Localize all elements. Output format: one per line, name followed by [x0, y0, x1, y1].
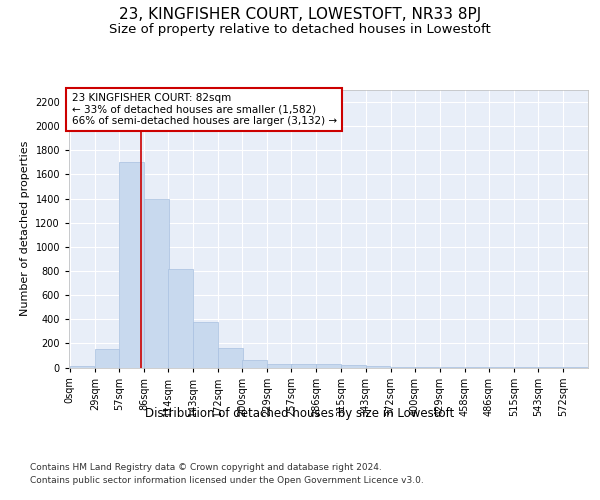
Bar	[144, 198, 169, 368]
Bar	[316, 364, 341, 368]
Bar	[415, 367, 439, 368]
Bar	[341, 365, 366, 368]
Text: Contains public sector information licensed under the Open Government Licence v3: Contains public sector information licen…	[30, 476, 424, 485]
Bar	[70, 366, 94, 368]
Bar	[218, 348, 243, 368]
Bar	[95, 350, 119, 368]
Bar	[391, 366, 415, 368]
Bar	[193, 322, 218, 368]
Text: 23, KINGFISHER COURT, LOWESTOFT, NR33 8PJ: 23, KINGFISHER COURT, LOWESTOFT, NR33 8P…	[119, 8, 481, 22]
Bar	[242, 360, 267, 368]
Bar	[365, 366, 390, 368]
Text: 23 KINGFISHER COURT: 82sqm
← 33% of detached houses are smaller (1,582)
66% of s: 23 KINGFISHER COURT: 82sqm ← 33% of deta…	[71, 93, 337, 126]
Bar	[119, 162, 143, 368]
Text: Contains HM Land Registry data © Crown copyright and database right 2024.: Contains HM Land Registry data © Crown c…	[30, 462, 382, 471]
Bar	[292, 364, 316, 368]
Y-axis label: Number of detached properties: Number of detached properties	[20, 141, 29, 316]
Bar	[168, 268, 193, 368]
Text: Size of property relative to detached houses in Lowestoft: Size of property relative to detached ho…	[109, 22, 491, 36]
Bar	[267, 364, 292, 368]
Text: Distribution of detached houses by size in Lowestoft: Distribution of detached houses by size …	[145, 408, 455, 420]
